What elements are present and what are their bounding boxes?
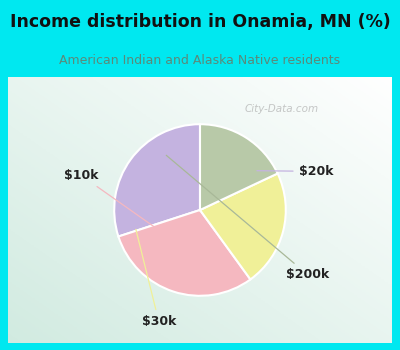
Text: $20k: $20k — [257, 165, 333, 178]
Text: $30k: $30k — [136, 229, 176, 328]
Text: City-Data.com: City-Data.com — [245, 104, 319, 114]
Text: American Indian and Alaska Native residents: American Indian and Alaska Native reside… — [60, 54, 340, 66]
Text: $10k: $10k — [64, 169, 218, 272]
Text: Income distribution in Onamia, MN (%): Income distribution in Onamia, MN (%) — [10, 13, 390, 30]
Wedge shape — [200, 174, 286, 279]
Wedge shape — [200, 124, 278, 210]
Text: $200k: $200k — [166, 155, 329, 281]
Wedge shape — [114, 124, 200, 237]
Wedge shape — [118, 210, 250, 296]
